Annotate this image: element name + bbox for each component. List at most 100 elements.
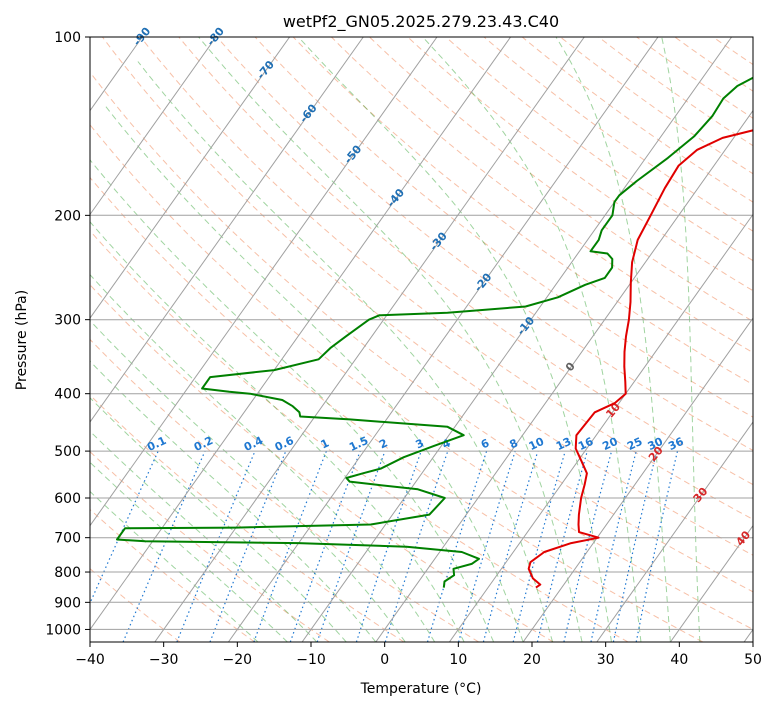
moist-adiabat — [298, 37, 612, 642]
x-axis-label: Temperature (°C) — [360, 681, 482, 697]
dry-adiabat — [90, 123, 753, 630]
y-tick-label: 300 — [54, 313, 81, 329]
moist-adiabat — [90, 397, 347, 642]
plot-frame — [89, 36, 754, 643]
dry-adiabat — [216, 37, 753, 452]
isotherm-gridline — [669, 524, 753, 642]
dry-adiabat — [407, 37, 753, 292]
y-tick-label: 800 — [54, 565, 81, 581]
y-tick-label: 400 — [54, 387, 81, 403]
mixing-ratio-label: 10 — [527, 435, 547, 453]
dry-adiabat — [102, 37, 753, 556]
mixing-ratio-line — [635, 450, 679, 642]
mixing-ratio-line — [122, 450, 206, 642]
dry-adiabat — [90, 71, 753, 593]
moist-adiabat — [198, 37, 583, 642]
y-tick-label: 200 — [54, 208, 81, 224]
isotherm-gridline — [90, 37, 217, 216]
mixing-ratio-line — [590, 450, 637, 642]
dry-adiabat — [712, 37, 753, 66]
isotherm-label: -70 — [254, 58, 277, 82]
isotherm-label: -40 — [384, 186, 407, 210]
isotherm-label: 30 — [691, 485, 711, 505]
mixing-ratio-label: 13 — [554, 435, 573, 453]
moist-adiabat — [90, 461, 288, 642]
dry-adiabat — [90, 230, 629, 642]
dry-adiabat — [521, 37, 753, 203]
moist-adiabat — [90, 430, 318, 642]
dry-adiabat — [292, 37, 753, 386]
y-axis-label: Pressure (hPa) — [14, 290, 30, 390]
y-tick-label: 100 — [54, 30, 81, 46]
mixing-ratio-label: 20 — [600, 435, 620, 453]
isotherm-label: -50 — [342, 142, 365, 166]
moist-adiabat — [90, 273, 436, 642]
isotherm-gridline — [301, 37, 733, 642]
dry-adiabat — [636, 37, 753, 119]
isotherm-label: -20 — [472, 270, 495, 294]
isotherm-gridline — [596, 421, 753, 642]
dry-adiabat — [254, 37, 753, 418]
mixing-ratio-label: 30 — [646, 435, 666, 453]
moist-adiabat — [137, 61, 554, 642]
background-lines — [90, 37, 753, 642]
mixing-ratio-line — [176, 450, 256, 642]
isotherm-gridline — [522, 317, 753, 642]
x-tick-label: 0 — [380, 652, 389, 668]
data-series — [116, 76, 753, 589]
chart-title: wetPf2_GN05.2025.279.23.43.C40 — [283, 12, 559, 32]
y-tick-label: 600 — [54, 491, 81, 507]
dry-adiabat — [445, 37, 753, 262]
moist-adiabat — [103, 104, 524, 642]
moist-adiabat — [555, 37, 671, 642]
mixing-ratio-line — [482, 450, 539, 642]
mixing-ratio-line — [90, 450, 159, 605]
mixing-ratio-label: 2 — [377, 436, 389, 451]
isotherm-gridline — [743, 628, 753, 642]
dry-adiabat — [369, 37, 753, 322]
mixing-ratio-line — [355, 450, 422, 642]
isotherm-label: -30 — [427, 229, 450, 253]
mixing-ratio-line — [563, 450, 613, 642]
mixing-ratio-line — [512, 450, 566, 642]
isotherm-label: -10 — [514, 314, 537, 338]
x-tick-label: 50 — [744, 652, 762, 668]
x-axis: −40 −30 −20 −10 0 10 20 30 40 50 — [75, 642, 762, 668]
x-tick-label: 40 — [670, 652, 688, 668]
moist-adiabat — [422, 37, 642, 642]
mixing-ratio-line — [612, 450, 658, 642]
mixing-ratio-label: 36 — [666, 435, 686, 453]
x-tick-label: 20 — [523, 652, 541, 668]
dry-adiabat — [178, 37, 753, 486]
y-tick-label: 1000 — [45, 622, 81, 638]
mixing-ratio-line — [458, 450, 516, 642]
isotherm-gridline — [375, 109, 753, 642]
x-tick-label: 30 — [597, 652, 615, 668]
mixing-ratio-line — [426, 450, 488, 642]
x-tick-label: −30 — [149, 652, 179, 668]
x-tick-label: −40 — [75, 652, 105, 668]
mixing-ratio-label: 6 — [479, 436, 492, 451]
moist-adiabat — [90, 221, 465, 642]
isotherm-label: 0 — [563, 360, 578, 374]
x-tick-label: −20 — [223, 652, 253, 668]
y-tick-label: 700 — [54, 531, 81, 547]
dry-adiabat — [90, 338, 479, 642]
isotherm-gridline — [90, 37, 291, 320]
x-tick-label: −10 — [296, 652, 326, 668]
dry-adiabat — [331, 37, 753, 354]
isotherm-gridline — [90, 37, 438, 527]
mixing-ratio-line — [253, 450, 327, 642]
isotherm-gridline — [227, 37, 659, 642]
dry-adiabat — [90, 176, 704, 642]
mixing-ratio-line — [209, 450, 287, 642]
y-axis: 100 200 300 400 500 600 700 800 900 1000 — [45, 30, 90, 638]
isotherm-gridline — [448, 213, 753, 642]
x-tick-label: 10 — [449, 652, 467, 668]
mixing-ratio-label: 16 — [576, 435, 596, 453]
dewpoint-profile — [116, 76, 753, 588]
moist-adiabat — [90, 319, 406, 642]
isotherm-label: 40 — [733, 528, 753, 548]
dry-adiabat — [90, 508, 255, 642]
